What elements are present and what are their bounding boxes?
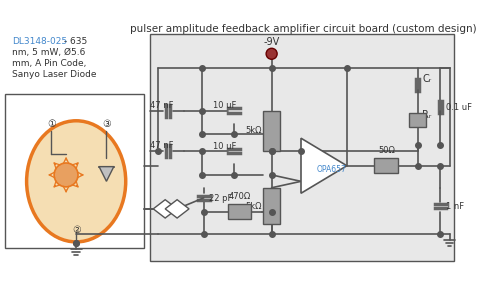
Text: 22 pF: 22 pF xyxy=(209,194,233,203)
Polygon shape xyxy=(165,200,189,218)
Polygon shape xyxy=(301,138,347,193)
Ellipse shape xyxy=(26,121,126,242)
Text: 470Ω: 470Ω xyxy=(228,192,250,201)
Bar xyxy=(264,111,280,151)
Text: mm, A Pin Code,: mm, A Pin Code, xyxy=(12,59,86,68)
Text: 50Ω: 50Ω xyxy=(378,146,395,155)
Text: Cᵣ: Cᵣ xyxy=(422,74,432,85)
Text: +: + xyxy=(308,170,316,180)
Text: 0.1 uF: 0.1 uF xyxy=(446,103,472,112)
Text: ③: ③ xyxy=(102,119,111,128)
Text: Sanyo Laser Diode: Sanyo Laser Diode xyxy=(12,70,96,79)
Text: DL3148-025: DL3148-025 xyxy=(12,37,67,46)
Circle shape xyxy=(266,48,277,59)
Bar xyxy=(4,94,144,248)
Text: 10 uF: 10 uF xyxy=(213,101,236,110)
Text: ②: ② xyxy=(72,225,80,235)
Bar xyxy=(150,34,454,261)
Text: 47 nF: 47 nF xyxy=(150,101,173,110)
Text: pulser amplitude feedback amplifier circuit board (custom design): pulser amplitude feedback amplifier circ… xyxy=(130,24,476,34)
Bar xyxy=(374,158,398,173)
Text: 5kΩ: 5kΩ xyxy=(245,201,262,211)
Text: -9V: -9V xyxy=(264,37,280,47)
Text: −: − xyxy=(307,144,318,158)
Bar xyxy=(410,112,426,127)
Text: Rᵣ: Rᵣ xyxy=(422,110,432,120)
Circle shape xyxy=(54,163,78,187)
Text: nm, 5 mW, Ø5.6: nm, 5 mW, Ø5.6 xyxy=(12,48,86,57)
Text: 10 uF: 10 uF xyxy=(213,142,236,151)
Polygon shape xyxy=(154,200,177,218)
Text: - 635: - 635 xyxy=(62,37,88,46)
Text: 5kΩ: 5kΩ xyxy=(245,126,262,135)
Text: OPA657: OPA657 xyxy=(316,165,346,174)
Text: 47 nF: 47 nF xyxy=(150,141,173,150)
Text: 1 nF: 1 nF xyxy=(446,201,464,211)
Text: ①: ① xyxy=(47,119,56,128)
Polygon shape xyxy=(99,167,114,181)
Bar xyxy=(228,204,252,219)
Bar xyxy=(264,188,280,225)
